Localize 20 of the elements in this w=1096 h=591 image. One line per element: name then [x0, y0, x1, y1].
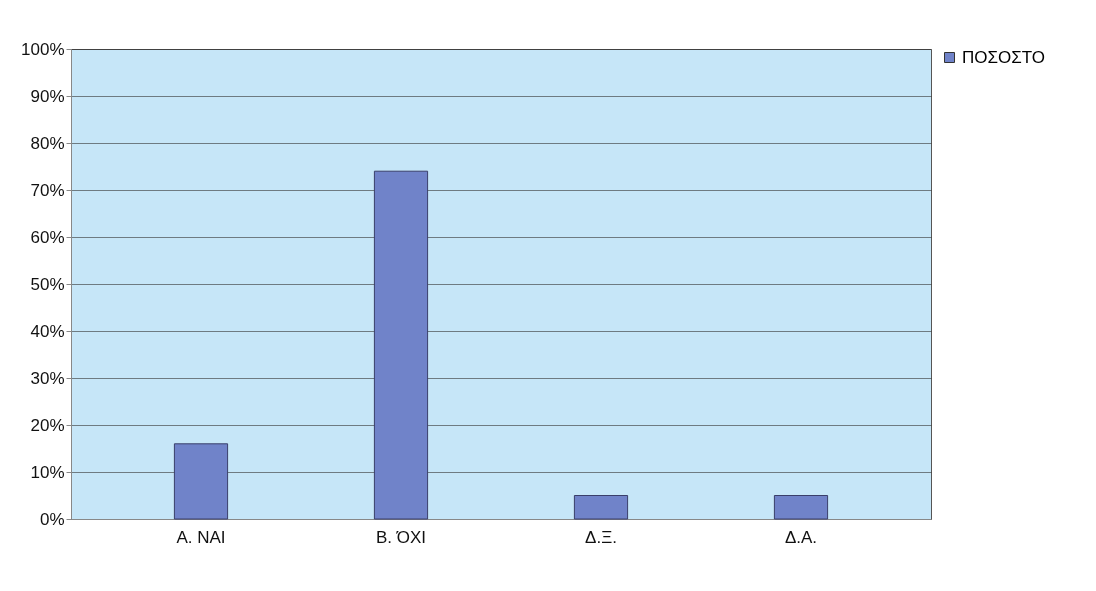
bar — [173, 443, 229, 520]
bar — [373, 170, 429, 520]
y-tick-label: 20% — [30, 415, 65, 435]
y-tick-label: 60% — [30, 227, 65, 247]
legend-label: ΠΟΣΟΣΤΟ — [962, 47, 1046, 67]
bar — [573, 495, 629, 520]
y-tick-label: 90% — [30, 86, 65, 106]
y-tick-label: 10% — [30, 462, 65, 482]
x-tick-label: Δ.Α. — [784, 527, 818, 547]
y-tick-label: 100% — [21, 39, 65, 59]
y-tick-label: 70% — [30, 180, 65, 200]
bar — [773, 495, 829, 520]
y-tick-label: 0% — [39, 509, 65, 529]
y-tick-label: 50% — [30, 274, 65, 294]
y-tick-label: 30% — [30, 368, 65, 388]
x-tick-label: Β. ΌΧΙ — [375, 527, 427, 547]
y-tick-label: 40% — [30, 321, 65, 341]
x-tick-label: Α. ΝΑΙ — [176, 527, 226, 547]
y-tick-label: 80% — [30, 133, 65, 153]
x-tick-label: Δ.Ξ. — [585, 527, 617, 547]
